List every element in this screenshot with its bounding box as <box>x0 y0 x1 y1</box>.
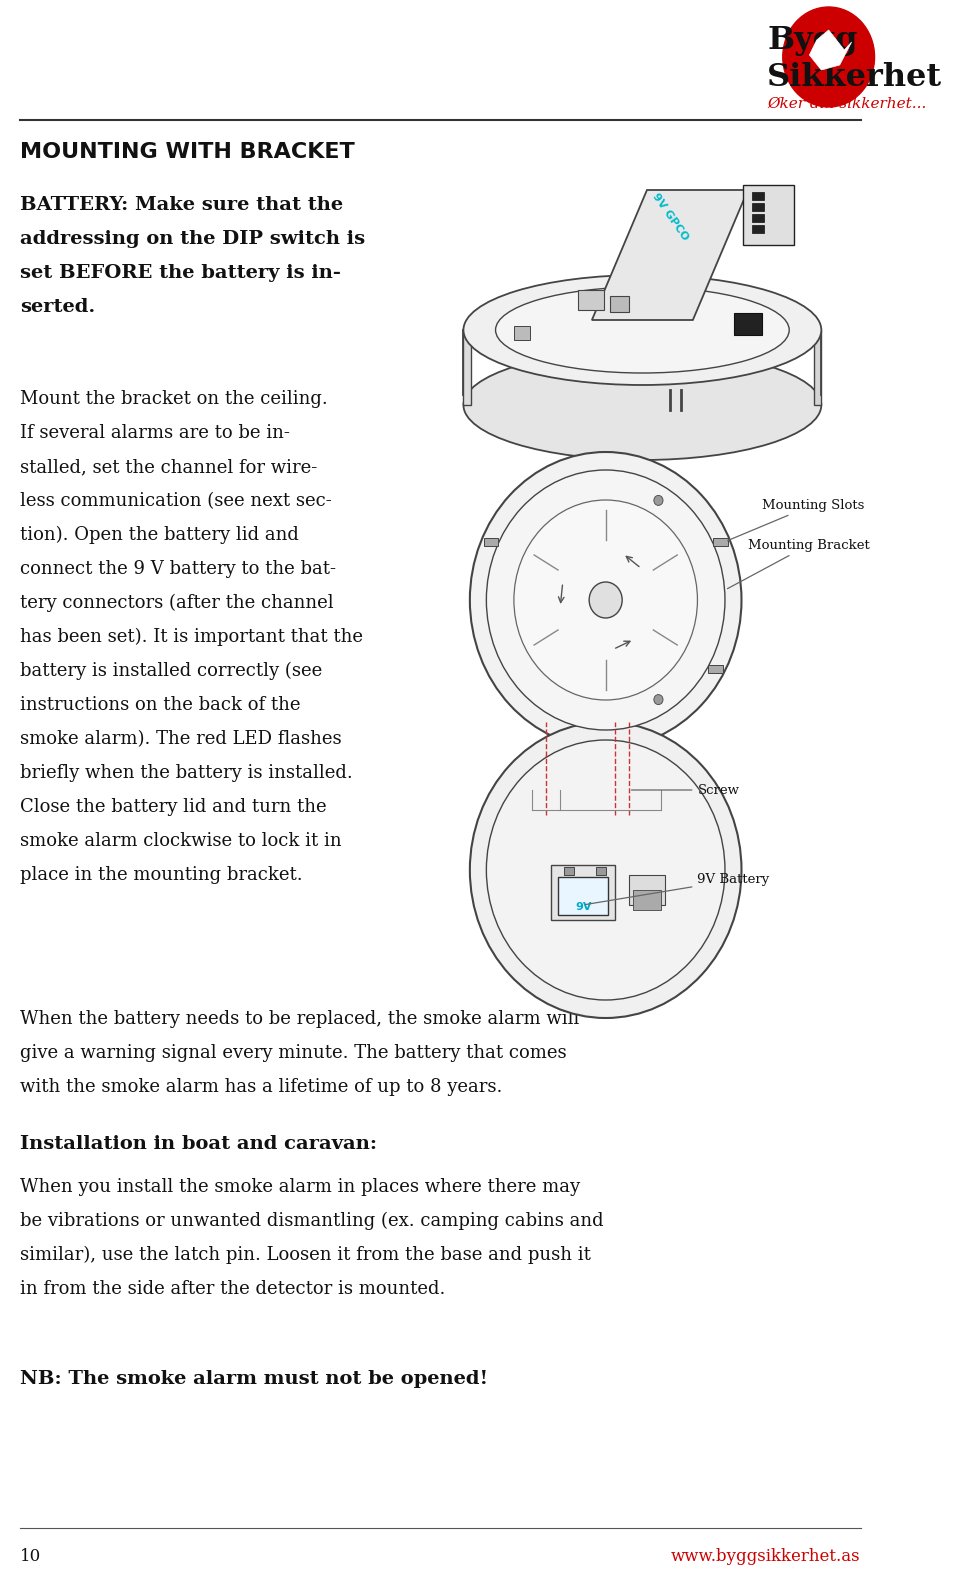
Bar <box>611 297 629 313</box>
Text: connect the 9 V battery to the bat-: connect the 9 V battery to the bat- <box>20 560 336 577</box>
Circle shape <box>654 694 663 705</box>
Polygon shape <box>464 330 470 405</box>
Text: Screw: Screw <box>632 783 739 796</box>
Text: less communication (see next sec-: less communication (see next sec- <box>20 491 332 510</box>
Text: similar), use the latch pin. Loosen it from the base and push it: similar), use the latch pin. Loosen it f… <box>20 1246 591 1265</box>
Polygon shape <box>743 185 794 246</box>
Text: Close the battery lid and turn the: Close the battery lid and turn the <box>20 798 326 817</box>
Text: NB: The smoke alarm must not be opened!: NB: The smoke alarm must not be opened! <box>20 1370 489 1388</box>
Text: briefly when the battery is installed.: briefly when the battery is installed. <box>20 764 353 782</box>
Text: instructions on the back of the: instructions on the back of the <box>20 695 300 715</box>
Ellipse shape <box>464 349 822 459</box>
Text: set BEFORE the battery is in-: set BEFORE the battery is in- <box>20 265 341 282</box>
Circle shape <box>589 582 622 617</box>
Ellipse shape <box>495 287 789 373</box>
Text: smoke alarm clockwise to lock it in: smoke alarm clockwise to lock it in <box>20 833 342 850</box>
Circle shape <box>654 496 663 506</box>
Circle shape <box>487 471 725 731</box>
Text: stalled, set the channel for wire-: stalled, set the channel for wire- <box>20 458 318 475</box>
Text: smoke alarm). The red LED flashes: smoke alarm). The red LED flashes <box>20 731 342 748</box>
Text: When you install the smoke alarm in places where there may: When you install the smoke alarm in plac… <box>20 1179 580 1196</box>
Text: serted.: serted. <box>20 298 95 316</box>
Bar <box>753 214 763 222</box>
Text: When the battery needs to be replaced, the smoke alarm will: When the battery needs to be replaced, t… <box>20 1010 580 1029</box>
Bar <box>578 290 604 309</box>
Bar <box>734 313 761 335</box>
Text: Sikkerhet: Sikkerhet <box>767 62 943 93</box>
Text: Mounting Bracket: Mounting Bracket <box>728 539 870 589</box>
Text: Øker din sikkerhet...: Øker din sikkerhet... <box>767 97 926 112</box>
Circle shape <box>469 451 741 748</box>
Bar <box>629 876 665 904</box>
Ellipse shape <box>464 274 822 384</box>
Text: battery is installed correctly (see: battery is installed correctly (see <box>20 662 323 679</box>
Text: Installation in boat and caravan:: Installation in boat and caravan: <box>20 1136 377 1153</box>
Polygon shape <box>592 190 748 321</box>
Circle shape <box>514 499 697 700</box>
Text: 10: 10 <box>20 1549 41 1565</box>
Text: Bygg: Bygg <box>767 26 857 56</box>
Bar <box>753 225 763 233</box>
Circle shape <box>782 6 875 107</box>
Text: addressing on the DIP switch is: addressing on the DIP switch is <box>20 230 366 247</box>
Bar <box>564 868 573 876</box>
Text: be vibrations or unwanted dismantling (ex. camping cabins and: be vibrations or unwanted dismantling (e… <box>20 1212 604 1230</box>
Text: give a warning signal every minute. The battery that comes: give a warning signal every minute. The … <box>20 1045 566 1062</box>
Text: with the smoke alarm has a lifetime of up to 8 years.: with the smoke alarm has a lifetime of u… <box>20 1078 503 1096</box>
Text: tion). Open the battery lid and: tion). Open the battery lid and <box>20 526 300 544</box>
Bar <box>753 191 763 199</box>
Bar <box>713 538 728 545</box>
Text: BATTERY: Make sure that the: BATTERY: Make sure that the <box>20 196 344 214</box>
Text: 9V GPCO: 9V GPCO <box>650 191 690 242</box>
Text: Mount the bracket on the ceiling.: Mount the bracket on the ceiling. <box>20 391 328 408</box>
Text: If several alarms are to be in-: If several alarms are to be in- <box>20 424 290 442</box>
Bar <box>558 877 609 916</box>
Text: place in the mounting bracket.: place in the mounting bracket. <box>20 866 302 884</box>
Text: 9V Battery: 9V Battery <box>586 874 770 904</box>
Text: tery connectors (after the channel: tery connectors (after the channel <box>20 593 334 612</box>
Polygon shape <box>551 864 614 920</box>
Circle shape <box>487 740 725 1000</box>
Text: MOUNTING WITH BRACKET: MOUNTING WITH BRACKET <box>20 142 355 163</box>
Bar <box>514 325 531 340</box>
Text: Mounting Slots: Mounting Slots <box>728 499 864 541</box>
Text: www.byggsikkerhet.as: www.byggsikkerhet.as <box>671 1549 861 1565</box>
Polygon shape <box>809 30 852 70</box>
Bar <box>753 203 763 211</box>
Bar <box>634 890 660 911</box>
Bar <box>484 538 498 545</box>
Polygon shape <box>814 330 822 405</box>
Bar <box>708 665 723 673</box>
Text: has been set). It is important that the: has been set). It is important that the <box>20 628 363 646</box>
Circle shape <box>469 723 741 1018</box>
Text: 9V: 9V <box>575 903 592 912</box>
Bar <box>596 868 606 876</box>
Text: in from the side after the detector is mounted.: in from the side after the detector is m… <box>20 1281 445 1298</box>
